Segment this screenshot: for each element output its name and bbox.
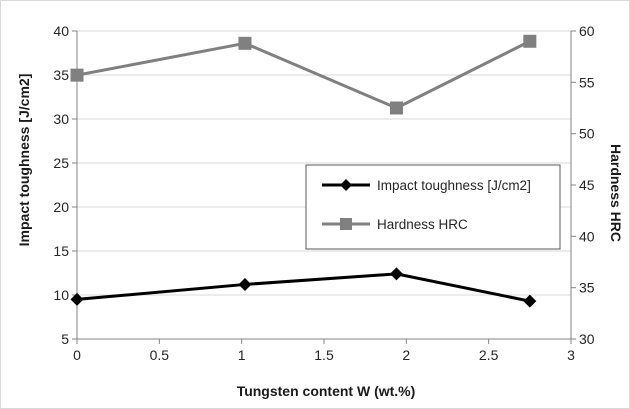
series-0-point-2 [389,267,403,281]
legend-label-impact: Impact toughness [J/cm2] [377,178,531,193]
y-left-tick-label-3: 20 [53,199,69,215]
legend-marker-hardness [340,218,352,230]
x-tick-label-0: 0 [73,347,81,363]
y-right-tick-label-3: 45 [579,177,595,193]
y-left-tick-label-1: 10 [53,287,69,303]
series-0-point-0 [70,292,84,306]
y-left-tick-label-6: 35 [53,67,69,83]
legend-marker-impact [340,179,352,191]
y-left-tick-label-2: 15 [53,243,69,259]
y-right-tick-label-6: 60 [579,23,595,39]
y-left-tick-label-4: 25 [53,155,69,171]
x-tick-labels: 0 0.5 1 1.5 2 2.5 3 [73,347,575,363]
series-0-point-1 [238,277,252,291]
series-1-point-1 [238,36,252,50]
y-right-tick-label-4: 50 [579,126,595,142]
x-tick-label-5: 2.5 [479,347,499,363]
x-tick-label-1: 0.5 [150,347,170,363]
y-left-tick-labels: 5 10 15 20 25 30 35 40 [53,23,69,347]
series-1-point-2 [389,101,403,115]
y-right-tick-label-2: 40 [579,228,595,244]
series-line-1 [76,39,531,110]
series-1-point-3 [523,34,537,48]
gridlines [77,30,571,296]
y-right-tick-label-1: 35 [579,280,595,296]
y-left-tick-label-0: 5 [61,331,69,347]
y-right-axis-title: Hardness HRC [608,144,624,242]
legend-box [305,164,561,250]
x-tick-label-3: 1.5 [314,347,334,363]
x-tick-label-6: 3 [567,347,575,363]
series-line-0 [76,272,531,303]
x-axis-title: Tungsten content W (wt.%) [237,383,416,399]
series-1-point-0 [70,68,84,82]
y-left-tick-label-7: 40 [53,23,69,39]
y-right-tick-labels: 30 35 40 45 50 55 60 [579,23,595,347]
x-tick-label-4: 2 [402,347,410,363]
legend-label-hardness: Hardness HRC [377,217,468,232]
axes [72,30,576,344]
y-right-tick-label-5: 55 [579,74,595,90]
y-left-axis-title: Impact toughness [J/cm2] [16,74,32,247]
y-left-tick-label-5: 30 [53,111,69,127]
series-0-point-3 [523,294,537,308]
series-layer [70,34,537,308]
x-tick-label-2: 1 [238,347,246,363]
y-right-tick-label-0: 30 [579,331,595,347]
legend: Impact toughness [J/cm2] Hardness HRC [305,164,561,250]
